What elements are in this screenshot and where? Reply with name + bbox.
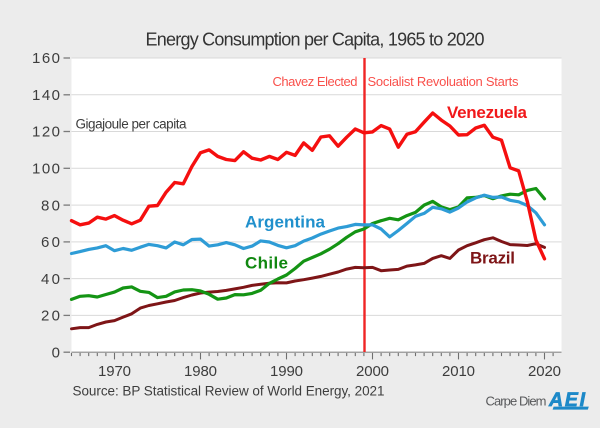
svg-text:Venezuela: Venezuela (447, 103, 528, 122)
svg-text:Chavez Elected: Chavez Elected (273, 74, 358, 89)
svg-text:Carpe Diem: Carpe Diem (486, 394, 547, 409)
svg-text:140: 140 (32, 87, 60, 104)
svg-text:Brazil: Brazil (470, 249, 515, 268)
svg-text:Energy Consumption per Capita,: Energy Consumption per Capita, 1965 to 2… (146, 30, 485, 50)
svg-text:Chile: Chile (245, 254, 288, 273)
svg-text:Source: BP Statistical Review: Source: BP Statistical Review of World E… (73, 384, 385, 399)
svg-text:0: 0 (52, 344, 60, 361)
svg-text:1970: 1970 (98, 363, 131, 380)
svg-text:Socialist Revoluation Starts: Socialist Revoluation Starts (368, 74, 520, 89)
svg-text:160: 160 (32, 50, 60, 67)
svg-text:Gigajoule per capita: Gigajoule per capita (76, 117, 187, 132)
svg-text:Argentina: Argentina (245, 213, 326, 232)
svg-text:2020: 2020 (528, 363, 561, 380)
svg-text:1980: 1980 (184, 363, 217, 380)
svg-text:1990: 1990 (270, 363, 303, 380)
svg-text:2010: 2010 (442, 363, 475, 380)
svg-text:AEI: AEI (548, 389, 586, 411)
svg-text:100: 100 (32, 161, 60, 178)
svg-text:120: 120 (32, 124, 60, 141)
svg-text:2000: 2000 (356, 363, 389, 380)
